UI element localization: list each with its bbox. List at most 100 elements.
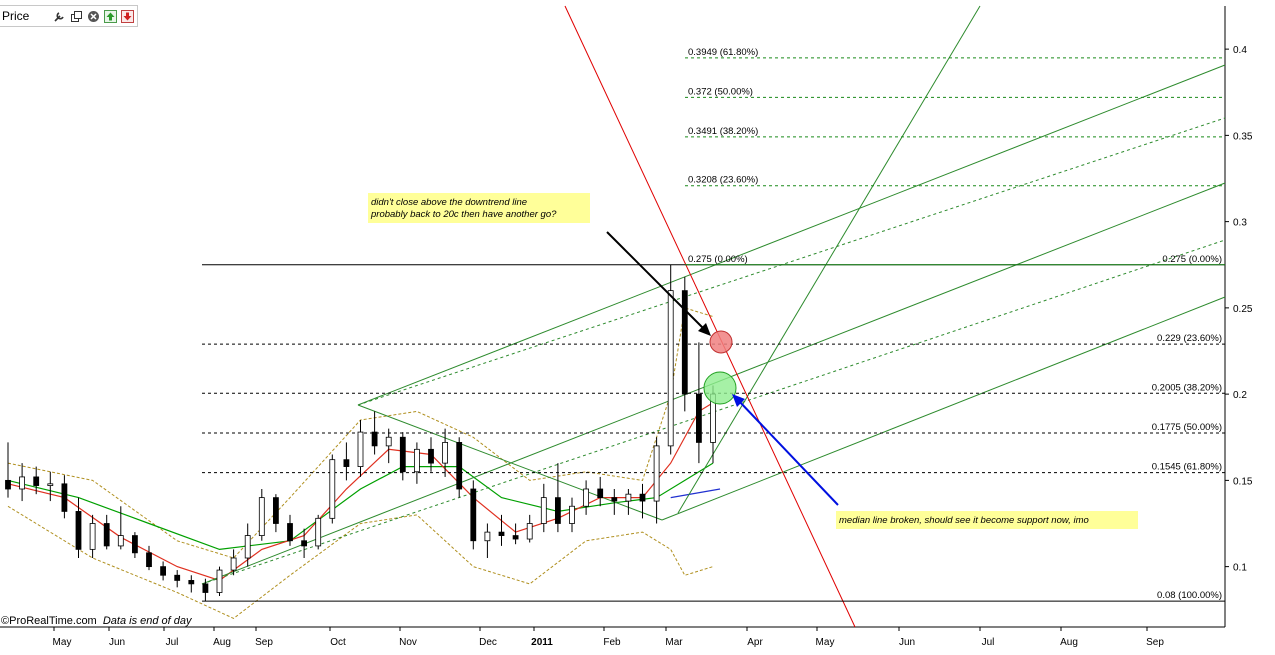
- candle-body: [569, 505, 575, 524]
- pitchfork-inner-upper: [357, 117, 1226, 406]
- blue-arrow-head: [732, 394, 745, 407]
- y-tick-label: 0.1: [1233, 563, 1247, 574]
- x-tick-label: Jul: [982, 637, 995, 648]
- bollinger-bands: [7, 307, 714, 619]
- candle-body: [385, 436, 392, 447]
- candle-body: [498, 531, 505, 536]
- chart-toolbar: Price: [0, 5, 139, 27]
- bollinger-lower: [7, 505, 714, 619]
- candle-body: [667, 290, 674, 447]
- x-tick-label: Jul: [166, 637, 179, 648]
- candle-body: [89, 523, 96, 550]
- candle-body: [188, 580, 195, 585]
- candle-body: [428, 448, 434, 464]
- candle-body: [456, 442, 463, 490]
- fib-label: 0.08 (100.00%): [1157, 590, 1222, 601]
- x-tick-label: Sep: [255, 637, 273, 648]
- candle-body: [258, 497, 265, 536]
- candle-body: [61, 483, 68, 512]
- green-circle-marker: [703, 371, 737, 405]
- fib-label-upper: 0.372 (50.00%): [688, 86, 753, 97]
- fib-label-upper: 0.275 (0.00%): [688, 254, 748, 265]
- chart-title: Price: [2, 9, 30, 23]
- candle-body: [160, 566, 167, 576]
- y-tick-label: 0.35: [1233, 131, 1253, 142]
- bollinger-upper: [7, 307, 714, 559]
- x-tick-label: Jun: [899, 637, 915, 648]
- window-icon[interactable]: [69, 9, 83, 23]
- candle-body: [19, 476, 26, 490]
- black-arrow-line: [606, 231, 706, 331]
- candle-body: [555, 497, 561, 524]
- moving-averages: [7, 402, 721, 582]
- footer-brand: ©ProRealTime.com: [1, 615, 97, 627]
- x-tick-label: Jun: [109, 637, 125, 648]
- annotations: didn't close above the downtrend linepro…: [368, 193, 1138, 529]
- x-tick-label: Aug: [213, 637, 231, 648]
- x-tick-label: May: [53, 637, 72, 648]
- y-tick-label: 0.25: [1233, 304, 1253, 315]
- downtrend-line: [564, 5, 856, 628]
- candle-body: [216, 569, 223, 593]
- x-tick-label: Apr: [747, 637, 763, 648]
- y-tick-label: 0.3: [1233, 218, 1247, 229]
- fib-label: 0.275 (0.00%): [1162, 254, 1222, 265]
- candle-body: [470, 488, 477, 542]
- candle-body: [653, 445, 660, 502]
- candle-body: [696, 393, 702, 443]
- candle-body: [272, 497, 279, 524]
- candle-body: [315, 517, 322, 547]
- candle-body: [47, 483, 54, 486]
- candle-body: [413, 448, 420, 473]
- candle-body: [484, 531, 491, 542]
- fib-label-upper: 0.3491 (38.20%): [688, 126, 758, 137]
- annotation-text: median line broken, should see it become…: [839, 515, 1089, 526]
- candle-body: [230, 557, 237, 571]
- annotation-box: [368, 193, 590, 223]
- x-tick-label: May: [816, 637, 835, 648]
- candle-body: [540, 497, 547, 524]
- pitchfork-upper-line: [357, 64, 1226, 406]
- footer-credit: ©ProRealTime.com Data is end of day: [1, 615, 192, 627]
- y-tick-label: 0.4: [1233, 45, 1247, 56]
- candle-body: [146, 552, 152, 568]
- footer-note: Data is end of day: [102, 615, 192, 627]
- annotation-text: probably back to 20c then have another g…: [370, 209, 557, 220]
- volume-average-line: [670, 488, 721, 499]
- scroll-up-icon[interactable]: [103, 9, 117, 23]
- axes: May Jun Jul Aug Sep Oct Nov Dec 2011 Feb Mar Apr May…: [53, 45, 1253, 648]
- candle-body: [597, 488, 604, 499]
- candle-body: [174, 574, 181, 581]
- pitchfork-handle: [357, 404, 663, 521]
- pitchfork-lower-line: [661, 296, 1226, 521]
- candle-body: [371, 431, 378, 447]
- candle-body: [103, 523, 110, 547]
- candle-body: [131, 535, 138, 554]
- x-tick-label: Feb: [603, 637, 621, 648]
- fib-label: 0.1545 (61.80%): [1152, 462, 1222, 473]
- x-tick-label: 2011: [531, 637, 553, 648]
- fib-label-upper: 0.3949 (61.80%): [688, 47, 758, 58]
- red-circle-marker: [709, 330, 733, 354]
- candle-body: [526, 523, 533, 540]
- fan-line: [677, 5, 981, 514]
- candle-body: [5, 479, 11, 490]
- candle-body: [512, 535, 519, 540]
- candle-body: [343, 459, 350, 467]
- candle-body: [301, 540, 308, 547]
- scroll-down-icon[interactable]: [120, 9, 134, 23]
- x-tick-label: Oct: [330, 637, 346, 648]
- x-tick-label: Sep: [1146, 637, 1164, 648]
- x-tick-label: Nov: [399, 637, 417, 648]
- candle-body: [202, 583, 209, 593]
- candle-body: [117, 535, 124, 547]
- y-tick-label: 0.2: [1233, 390, 1247, 401]
- wrench-icon[interactable]: [52, 9, 66, 23]
- close-icon[interactable]: [86, 9, 100, 23]
- candle-body: [611, 497, 618, 502]
- candle-body: [244, 535, 251, 559]
- black-arrow-head: [698, 323, 711, 336]
- fib-label: 0.2005 (38.20%): [1152, 382, 1222, 393]
- candle-body: [442, 442, 449, 464]
- y-tick-label: 0.15: [1233, 476, 1253, 487]
